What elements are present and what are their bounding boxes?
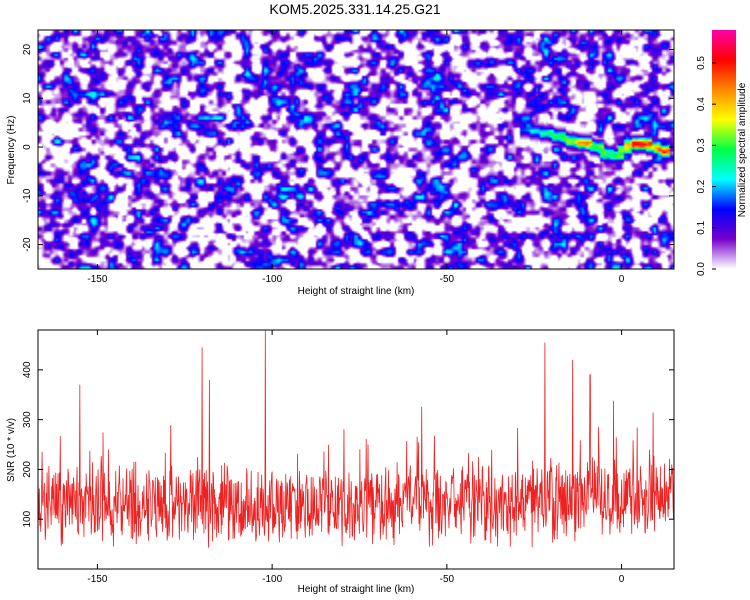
spectrogram-y-axis: -20 -10 0 10 20 <box>22 44 674 252</box>
colorbar-gradient <box>712 30 736 269</box>
colorbar-tick-label: 0.4 <box>696 97 707 111</box>
spectrogram-x-tick-label: -100 <box>262 274 282 285</box>
colorbar-label: Normalized spectral amplitude <box>737 82 748 217</box>
snr-frame <box>37 329 675 570</box>
spectrogram-y-tick-label: -20 <box>22 237 33 252</box>
spectrogram-y-tick-label: -10 <box>22 188 33 203</box>
snr-y-axis: 100 200 300 400 <box>22 361 674 528</box>
colorbar-ticks: 0.0 0.1 0.2 0.3 0.4 0.5 <box>696 56 716 276</box>
spectrogram-frame <box>37 29 675 270</box>
spectrogram-x-tick-label: 0 <box>619 274 625 285</box>
spectrogram-y-tick-label: 20 <box>22 44 33 56</box>
snr-y-label: SNR (10 * v/v) <box>6 418 17 482</box>
snr-x-tick-label: -150 <box>87 574 107 585</box>
colorbar-tick-label: 0.1 <box>696 220 707 234</box>
spectrogram-y-tick-label: 0 <box>22 144 33 150</box>
snr-x-tick-label: -50 <box>440 574 455 585</box>
spectrogram-heatmap <box>38 30 674 269</box>
snr-y-tick-label: 300 <box>22 411 33 428</box>
snr-x-axis: -150 -100 -50 0 <box>87 330 625 585</box>
snr-panel: -150 -100 -50 0 100 200 300 400 Height of stra… <box>6 329 675 595</box>
spectrogram-y-tick-label: 10 <box>22 92 33 104</box>
snr-y-tick-label: 100 <box>22 510 33 527</box>
colorbar-tick-label: 0.5 <box>696 56 707 70</box>
snr-series-line <box>38 330 674 548</box>
spectrogram-x-axis: -150 -100 -50 0 <box>87 30 625 285</box>
snr-x-label: Height of straight line (km) <box>298 584 415 595</box>
figure-title: KOM5.2025.331.14.25.G21 <box>269 1 440 17</box>
spectrogram-x-tick-label: -150 <box>87 274 107 285</box>
snr-y-tick-label: 200 <box>22 461 33 478</box>
snr-x-tick-label: -100 <box>262 574 282 585</box>
spectrogram-x-tick-label: -50 <box>440 274 455 285</box>
snr-x-tick-label: 0 <box>619 574 625 585</box>
colorbar-tick-label: 0.0 <box>696 262 707 276</box>
snr-y-tick-label: 400 <box>22 361 33 378</box>
spectrogram-x-label: Height of straight line (km) <box>298 286 415 297</box>
colorbar-tick-label: 0.2 <box>696 179 707 193</box>
colorbar-tick-label: 0.3 <box>696 138 707 152</box>
colorbar: 0.0 0.1 0.2 0.3 0.4 0.5 Normalized spectral a… <box>696 30 748 276</box>
spectrogram-y-label: Frequency (Hz) <box>6 116 17 185</box>
